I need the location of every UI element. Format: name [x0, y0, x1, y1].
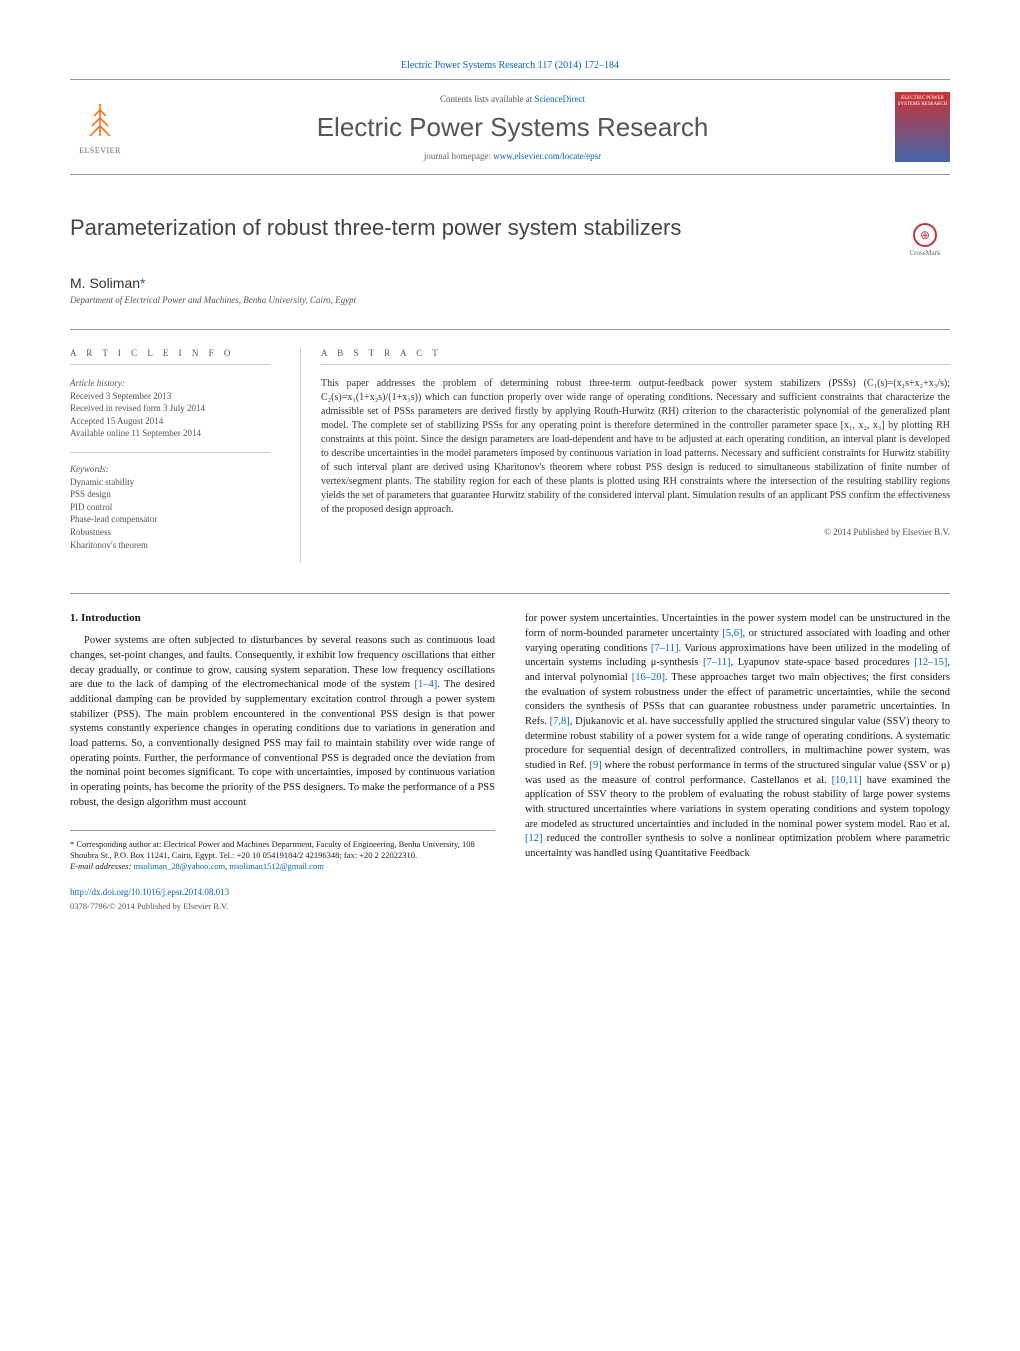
- ref-link-10-11[interactable]: [10,11]: [832, 775, 862, 786]
- journal-title: Electric Power Systems Research: [130, 112, 895, 143]
- ref-link-16-20[interactable]: [16–20]: [632, 672, 665, 683]
- body-divider: [70, 593, 950, 594]
- ref-link-7-8[interactable]: [7,8]: [550, 716, 570, 727]
- keywords-list: Dynamic stability PSS design PID control…: [70, 476, 270, 552]
- article-info-column: A R T I C L E I N F O Article history: R…: [70, 348, 270, 563]
- affiliation: Department of Electrical Power and Machi…: [70, 295, 950, 305]
- abstract-label: A B S T R A C T: [321, 348, 950, 365]
- article-history: Article history: Received 3 September 20…: [70, 377, 270, 440]
- email-link-2[interactable]: msoliman1512@gmail.com: [229, 861, 323, 871]
- journal-reference-link[interactable]: Electric Power Systems Research 117 (201…: [401, 60, 619, 71]
- intro-heading: 1. Introduction: [70, 612, 495, 624]
- author-name: M. Soliman: [70, 275, 140, 291]
- history-revised: Received in revised form 3 July 2014: [70, 402, 270, 415]
- body-column-left: 1. Introduction Power systems are often …: [70, 612, 495, 910]
- abstract-text: This paper addresses the problem of dete…: [321, 377, 950, 517]
- elsevier-logo: ELSEVIER: [70, 97, 130, 157]
- issn-copyright: 0378-7796/© 2014 Published by Elsevier B…: [70, 901, 495, 911]
- doi-link[interactable]: http://dx.doi.org/10.1016/j.epsr.2014.08…: [70, 887, 229, 897]
- history-accepted: Accepted 15 August 2014: [70, 415, 270, 428]
- ref-link-9[interactable]: [9]: [590, 760, 602, 771]
- keywords-label: Keywords:: [70, 463, 270, 476]
- abstract-copyright: © 2014 Published by Elsevier B.V.: [321, 527, 950, 537]
- journal-cover-text: ELECTRIC POWER SYSTEMS RESEARCH: [895, 96, 950, 107]
- crossmark-badge[interactable]: ⊕ CrossMark: [900, 215, 950, 265]
- t10: reduced the controller synthesis to solv…: [525, 833, 950, 859]
- header-center: Contents lists available at ScienceDirec…: [130, 94, 895, 161]
- contents-available-line: Contents lists available at ScienceDirec…: [130, 94, 895, 104]
- footnote-text: Corresponding author at: Electrical Powe…: [70, 839, 475, 860]
- doi-line: http://dx.doi.org/10.1016/j.epsr.2014.08…: [70, 887, 495, 897]
- journal-cover-thumbnail: ELECTRIC POWER SYSTEMS RESEARCH: [895, 92, 950, 162]
- intro-text-post: . The desired additional damping can be …: [70, 679, 495, 808]
- ref-link-12[interactable]: [12]: [525, 833, 543, 844]
- sciencedirect-link[interactable]: ScienceDirect: [535, 94, 585, 104]
- body-column-right: for power system uncertainties. Uncertai…: [525, 612, 950, 910]
- t4: , Lyapunov state-space based procedures: [731, 657, 915, 668]
- email-link-1[interactable]: msoliman_28@yahoo.com: [133, 861, 225, 871]
- ref-link-1-4[interactable]: [1–4]: [415, 679, 438, 690]
- homepage-line: journal homepage: www.elsevier.com/locat…: [130, 151, 895, 161]
- article-title: Parameterization of robust three-term po…: [70, 215, 900, 241]
- history-online: Available online 11 September 2014: [70, 427, 270, 440]
- history-label: Article history:: [70, 377, 270, 390]
- body-columns: 1. Introduction Power systems are often …: [70, 612, 950, 910]
- elsevier-label: ELSEVIER: [79, 146, 121, 155]
- crossmark-icon: ⊕: [913, 223, 937, 247]
- journal-reference-line: Electric Power Systems Research 117 (201…: [70, 60, 950, 71]
- keywords-block: Keywords: Dynamic stability PSS design P…: [70, 452, 270, 551]
- history-received: Received 3 September 2013: [70, 390, 270, 403]
- intro-para-1: Power systems are often subjected to dis…: [70, 634, 495, 810]
- contents-prefix: Contents lists available at: [440, 94, 534, 104]
- info-abstract-row: A R T I C L E I N F O Article history: R…: [70, 329, 950, 563]
- elsevier-tree-icon: [80, 100, 120, 146]
- ref-link-5-6[interactable]: [5,6]: [722, 628, 742, 639]
- crossmark-label: CrossMark: [909, 249, 940, 257]
- footnote-box: * Corresponding author at: Electrical Po…: [70, 830, 495, 872]
- homepage-prefix: journal homepage:: [424, 151, 493, 161]
- title-row: Parameterization of robust three-term po…: [70, 215, 950, 265]
- corresponding-footnote: * Corresponding author at: Electrical Po…: [70, 839, 495, 861]
- author-line: M. Soliman*: [70, 275, 950, 291]
- ref-link-7-11b[interactable]: [7–11]: [703, 657, 731, 668]
- email-label: E-mail addresses:: [70, 861, 133, 871]
- email-line: E-mail addresses: msoliman_28@yahoo.com,…: [70, 861, 495, 872]
- article-info-label: A R T I C L E I N F O: [70, 348, 270, 365]
- author-corresponding-marker[interactable]: *: [140, 275, 145, 291]
- ref-link-7-11a[interactable]: [7–11]: [651, 643, 679, 654]
- ref-link-12-15[interactable]: [12–15]: [914, 657, 947, 668]
- intro-para-2: for power system uncertainties. Uncertai…: [525, 612, 950, 862]
- abstract-column: A B S T R A C T This paper addresses the…: [300, 348, 950, 563]
- header-box: ELSEVIER Contents lists available at Sci…: [70, 79, 950, 175]
- homepage-link[interactable]: www.elsevier.com/locate/epsr: [493, 151, 601, 161]
